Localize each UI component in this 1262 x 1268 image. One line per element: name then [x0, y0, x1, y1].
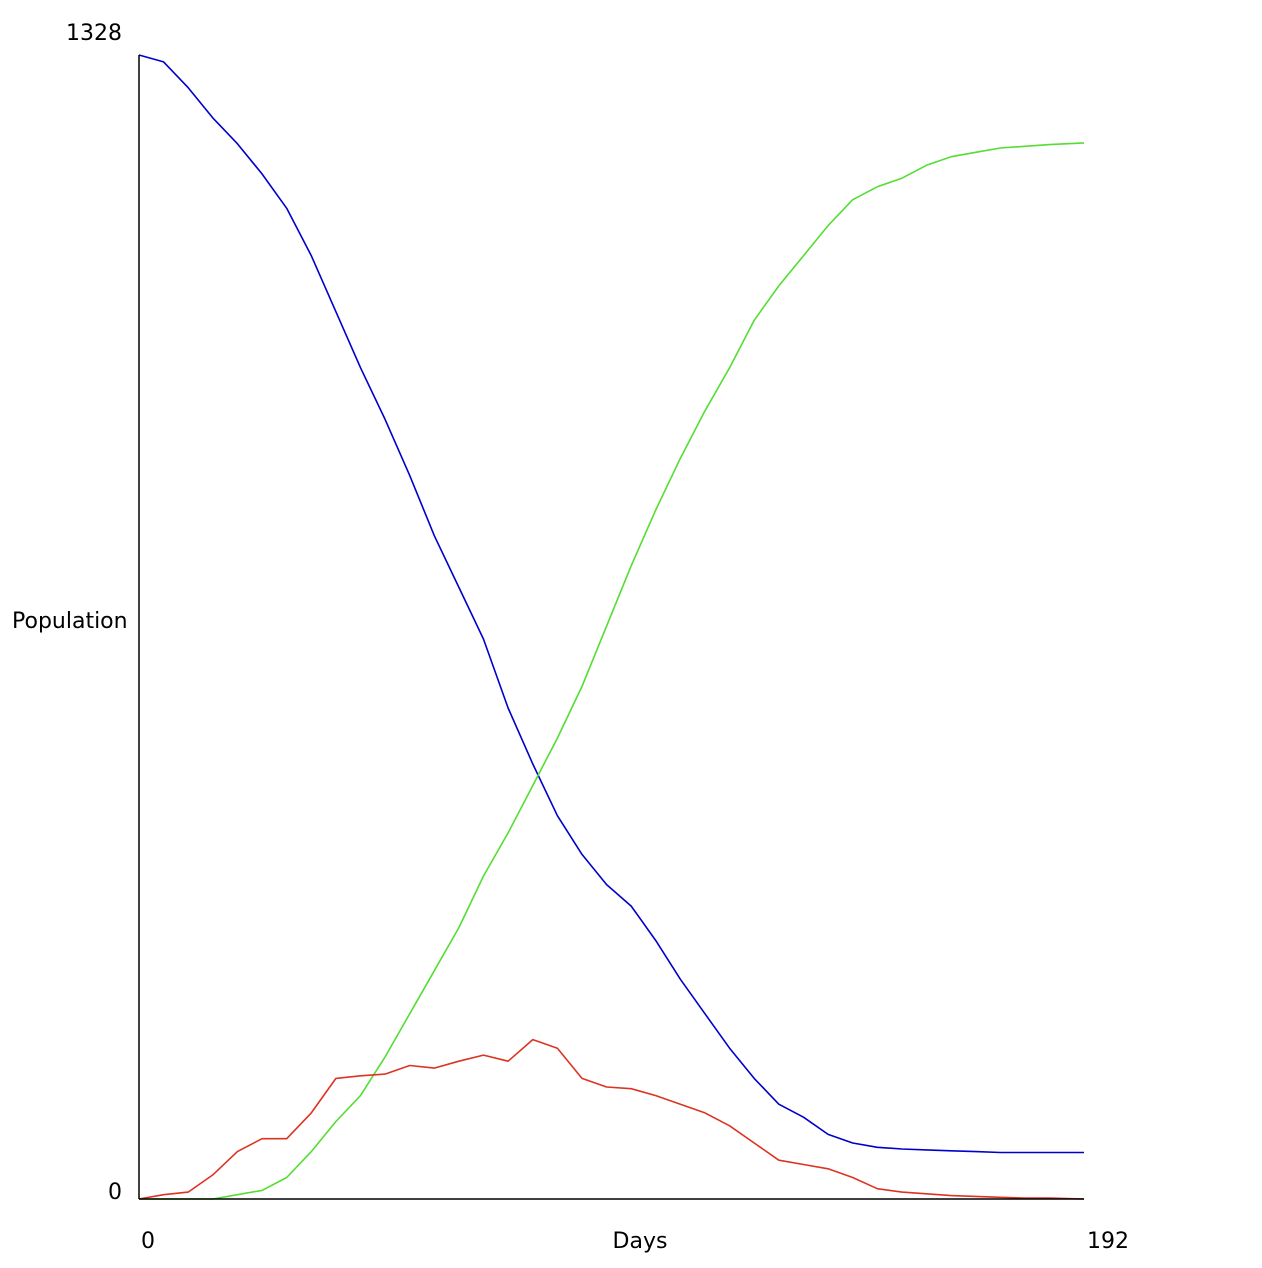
series-line-3: [138, 1038, 1085, 1200]
x-axis-label: Days: [613, 1229, 668, 1254]
x-tick-label-max: 192: [1087, 1229, 1129, 1254]
y-tick-label-max: 1328: [66, 21, 122, 46]
series-line-2: [139, 142, 1085, 1200]
y-tick-label-min: 0: [108, 1180, 122, 1205]
plot-lines: [138, 54, 1085, 1200]
series-line-1: [138, 54, 1084, 1154]
y-axis-label: Population: [12, 609, 128, 634]
x-tick-label-min: 0: [141, 1229, 155, 1254]
